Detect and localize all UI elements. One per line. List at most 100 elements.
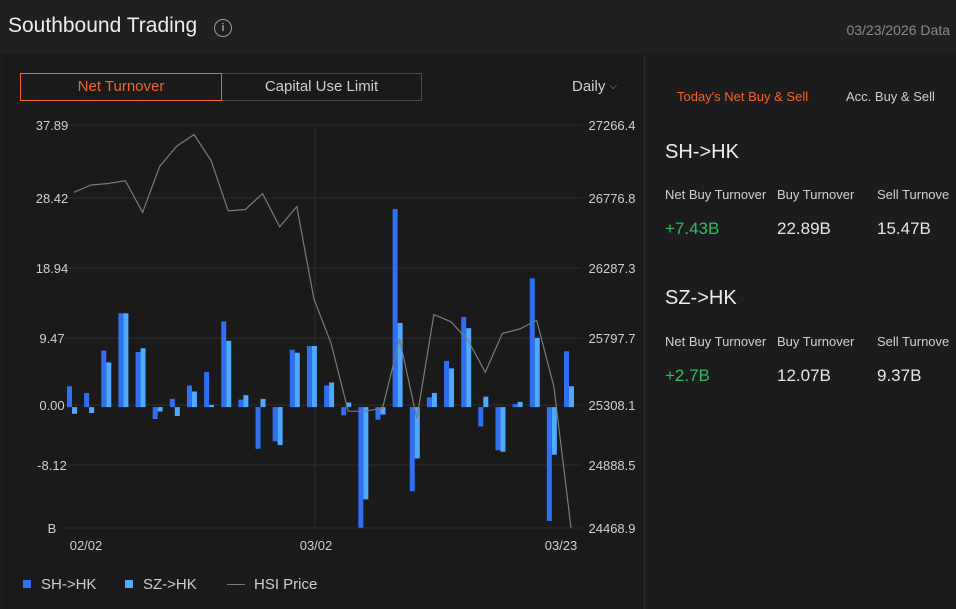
bar-sh <box>512 404 518 408</box>
right-tick-label: 25797.7 <box>589 331 636 346</box>
bar-sh <box>426 397 432 408</box>
bar-sz <box>226 340 232 408</box>
bar-sz <box>569 386 574 408</box>
bar-sh <box>118 313 124 408</box>
info-icon[interactable]: i <box>214 19 232 37</box>
bar-sz <box>551 407 557 455</box>
bar-sz <box>294 352 300 408</box>
bar-sh <box>238 399 244 408</box>
left-tick-label: 9.47 <box>39 331 64 346</box>
sh-sell-label: Sell Turnove <box>877 187 950 202</box>
bar-sz <box>517 401 523 408</box>
tab-today-net-buy-sell[interactable]: Today's Net Buy & Sell <box>677 89 809 104</box>
bar-sz <box>89 407 95 414</box>
bar-sh <box>135 351 141 408</box>
bar-sh <box>272 407 278 442</box>
bar-sz <box>534 337 540 408</box>
chart-tabs: Net Turnover Capital Use Limit <box>20 73 422 101</box>
legend-hsi-label: HSI Price <box>254 576 318 593</box>
chevron-down-icon: ⌵ <box>609 81 617 92</box>
bar-sh <box>152 407 158 420</box>
chart-grid <box>64 124 582 529</box>
bar-sh <box>375 407 381 420</box>
left-tick-label: B <box>48 521 57 536</box>
bar-sz <box>414 407 420 459</box>
bar-sh <box>67 386 72 408</box>
legend-sh-label: SH->HK <box>41 576 97 593</box>
bar-sh <box>221 321 227 408</box>
left-tick-label: -8.12 <box>37 458 67 473</box>
market-name-sh: SH->HK <box>665 141 739 163</box>
bar-sz <box>157 407 163 412</box>
x-axis-ticks: 02/02 03/02 03/23 <box>70 538 578 553</box>
left-tick-label: 0.00 <box>39 398 64 413</box>
hsi-price-line <box>73 133 572 528</box>
bar-sh <box>306 346 312 408</box>
legend-sz[interactable]: SZ->HK <box>125 576 197 593</box>
bar-sh <box>529 278 535 408</box>
sz-sell-label: Sell Turnove <box>877 334 950 349</box>
right-tick-label: 25308.1 <box>589 398 636 413</box>
bar-sz <box>277 407 283 446</box>
period-dropdown[interactable]: Daily ⌵ <box>572 78 617 95</box>
x-tick-label: 02/02 <box>70 538 103 553</box>
page-title: Southbound Trading <box>8 14 198 37</box>
bar-sh <box>84 392 90 408</box>
right-tick-label: 24888.5 <box>589 458 636 473</box>
tab-capital-use-limit[interactable]: Capital Use Limit <box>264 78 379 95</box>
tab-net-turnover[interactable]: Net Turnover <box>20 73 222 101</box>
legend-sh[interactable]: SH->HK <box>23 576 96 593</box>
x-tick-label: 03/23 <box>545 538 578 553</box>
period-label: Daily <box>572 78 606 95</box>
left-tick-label: 18.94 <box>36 261 69 276</box>
bar-sh <box>495 407 501 451</box>
bar-sz <box>243 395 249 408</box>
bar-sz <box>209 404 215 408</box>
right-tick-label: 24468.9 <box>589 521 636 536</box>
bar-sz <box>466 328 472 408</box>
bar-sh <box>392 209 398 408</box>
bar-sh <box>169 398 175 408</box>
bar-sh <box>204 372 210 408</box>
bar-sh <box>444 360 450 408</box>
bar-sz <box>329 382 335 408</box>
bar-sz <box>500 407 506 452</box>
x-tick-label: 03/02 <box>300 538 333 553</box>
bar-sh <box>461 317 467 408</box>
chart-panel <box>4 54 644 609</box>
sz-sell-label-clip: Sell Turnove <box>877 334 956 352</box>
right-tick-label: 27266.4 <box>589 118 636 133</box>
sh-sell-value: 15.47B <box>877 219 931 238</box>
market-name-sz: SZ->HK <box>665 287 737 309</box>
bar-sz <box>483 396 489 408</box>
legend-sz-label: SZ->HK <box>143 576 197 593</box>
chart-svg: 37.89 28.42 18.94 9.47 0.00 -8.12 B 27266.4 267… <box>36 118 636 553</box>
right-axis-ticks: 27266.4 26776.8 26287.3 25797.7 25308.1 24888… <box>589 118 636 536</box>
sz-buy-value: 12.07B <box>777 366 831 385</box>
legend-hsi[interactable]: HSI Price <box>227 576 317 593</box>
bar-sz <box>140 348 146 408</box>
tab-acc-buy-sell[interactable]: Acc. Buy & Sell <box>846 89 935 104</box>
bar-sz <box>123 313 129 408</box>
bar-sh <box>478 407 484 427</box>
bar-sh <box>341 407 347 416</box>
chart-bars <box>67 209 574 528</box>
sz-net-buy-value: +2.7B <box>665 366 710 385</box>
left-axis-ticks: 37.89 28.42 18.94 9.47 0.00 -8.12 B <box>36 118 69 536</box>
bar-sz <box>311 346 317 408</box>
bar-sh <box>255 407 261 449</box>
sh-buy-label: Buy Turnover <box>777 187 855 202</box>
header-bar: Southbound Trading i 03/23/2026 Data <box>0 0 956 54</box>
right-tick-label: 26287.3 <box>589 261 636 276</box>
sz-net-buy-label: Net Buy Turnover <box>665 334 767 349</box>
bar-sz <box>174 407 180 417</box>
bar-sz <box>380 407 386 415</box>
bar-sh <box>358 407 364 528</box>
legend-sh-swatch <box>23 580 31 588</box>
bar-sh <box>564 351 569 408</box>
bar-sh <box>101 350 107 408</box>
bar-sh <box>324 385 330 408</box>
bar-sz <box>106 362 112 408</box>
panel-divider <box>644 54 645 609</box>
chart-line <box>73 133 572 528</box>
